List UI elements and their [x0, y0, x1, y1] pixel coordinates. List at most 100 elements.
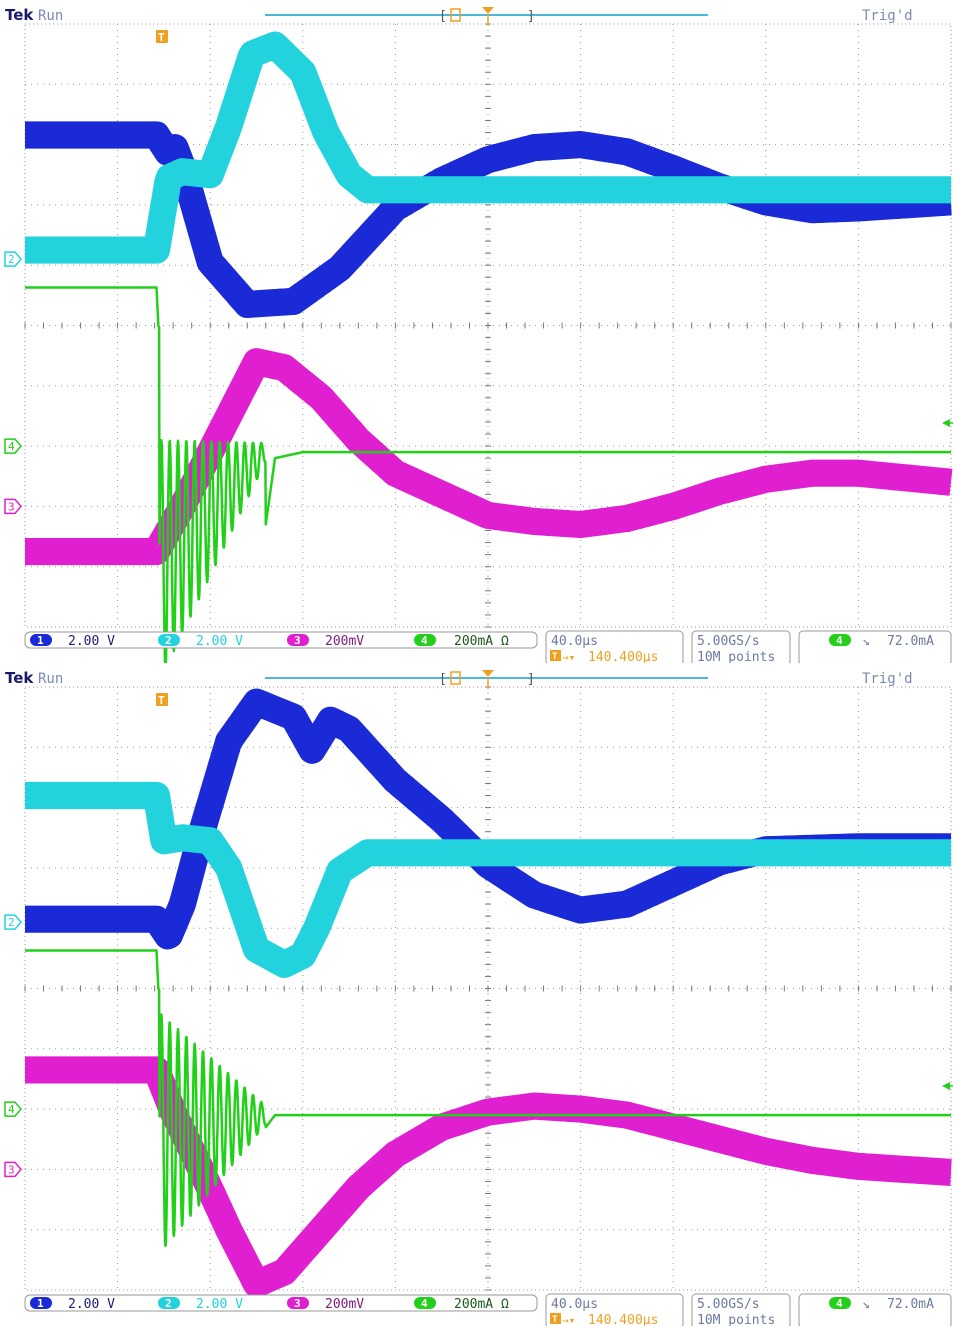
channel-number-2: 2	[165, 634, 172, 647]
trigger-t-marker	[156, 30, 168, 43]
waveform-ch2	[13, 31, 960, 264]
trigger-position-value: 140.400µs	[588, 1313, 658, 1326]
channel-badge-4	[414, 1297, 436, 1309]
record-window-marker	[450, 671, 461, 685]
record-bracket-right: ]	[527, 9, 535, 24]
trigger-pos-arrow: →▾	[562, 651, 575, 663]
trigger-position-marker	[482, 7, 494, 14]
offset-marker-shape	[4, 251, 22, 267]
trigger-pos-arrow: →▾	[562, 1314, 575, 1326]
offset-marker-label: 4	[8, 1103, 15, 1116]
channel-scale-1: 2.00 V	[68, 634, 115, 649]
scope-screen-bottom: Tek Run Trig'd [] T 2 3 4 1 2.00 V 2 2.00 V 3 200mV 4 2…	[0, 663, 960, 1326]
tek-brand: Tek	[5, 6, 34, 24]
channel-badge-1	[30, 1297, 52, 1309]
timebase-frame	[545, 630, 684, 663]
acquisition-frame	[691, 1293, 791, 1326]
trigger-slope-icon: ↘	[862, 1297, 870, 1312]
record-bracket-right: ]	[527, 672, 535, 687]
offset-marker-shape	[4, 914, 22, 930]
trigger-position-value: 140.400µs	[588, 650, 658, 663]
channel-scale-2: 2.00 V	[196, 634, 243, 649]
offset-marker-shape	[4, 438, 22, 454]
trigger-pos-icon-label: T	[552, 652, 558, 662]
channel-number-4: 4	[421, 1297, 428, 1310]
acquisition-frame	[691, 630, 791, 663]
channel-scale-4: 200mA Ω	[454, 634, 509, 649]
sample-rate: 5.00GS/s	[697, 634, 760, 649]
timebase-frame	[545, 1293, 684, 1326]
trigger-t-marker	[156, 693, 168, 706]
record-length: 10M points	[697, 1313, 775, 1326]
trigger-box: 4 ↘ 72.0mA	[798, 630, 952, 663]
channel-number-3: 3	[294, 1297, 301, 1310]
trigger-level-value: 72.0mA	[887, 1297, 934, 1312]
trigger-t-label: T	[158, 694, 165, 707]
tek-brand: Tek	[5, 669, 34, 687]
channel-badge-3	[287, 634, 309, 646]
channel-badge-2	[158, 1297, 180, 1309]
trigger-level-value: 72.0mA	[887, 634, 934, 649]
run-status: Run	[38, 671, 63, 687]
offset-marker-label: 3	[8, 1163, 15, 1176]
channel-scale-4: 200mA Ω	[454, 1297, 509, 1312]
waveform-ch2	[13, 781, 960, 978]
channel-number-3: 3	[294, 634, 301, 647]
trigger-status: Trig'd	[862, 8, 913, 24]
timebase-box: 40.0µs T →▾ 140.400µs	[545, 630, 684, 663]
waveform-ch4	[24, 949, 952, 1248]
trigger-position-marker	[482, 670, 494, 677]
offset-marker-label: 4	[8, 440, 15, 453]
record-window-marker	[450, 8, 461, 22]
trigger-pos-icon	[550, 1313, 561, 1324]
channel-status-bar: 1 2.00 V 2 2.00 V 3 200mV 4 200mA Ω	[24, 1294, 538, 1312]
trigger-channel-number: 4	[836, 1297, 843, 1310]
channel-badge-4	[414, 634, 436, 646]
channel-number-2: 2	[165, 1297, 172, 1310]
offset-marker-ch3: 3	[4, 498, 22, 515]
scope-svg-1: Tek Run Trig'd [] T 2 3 4 1 2.00 V 2 2.00 V 3 200mV 4 2…	[4, 669, 960, 1326]
channel-status-bar: 1 2.00 V 2 2.00 V 3 200mV 4 200mA Ω	[24, 631, 538, 649]
offset-marker-ch4: 4	[4, 1101, 22, 1117]
channel-scale-1: 2.00 V	[68, 1297, 115, 1312]
channel-number-4: 4	[421, 634, 428, 647]
offset-marker-shape	[4, 498, 22, 515]
waveform-ch4	[24, 286, 952, 663]
offset-marker-shape	[4, 1161, 22, 1178]
sample-rate: 5.00GS/s	[697, 1297, 760, 1312]
channel-number-1: 1	[37, 1297, 44, 1310]
record-bracket-left: [	[439, 9, 447, 24]
record-length: 10M points	[697, 650, 775, 663]
channel-scale-3: 200mV	[325, 634, 364, 649]
run-status: Run	[38, 8, 63, 24]
trigger-channel-number: 4	[836, 634, 843, 647]
offset-marker-label: 2	[8, 916, 15, 929]
channel-status-frame	[24, 1294, 538, 1312]
offset-marker-ch2: 2	[4, 914, 22, 930]
channel-badge-3	[287, 1297, 309, 1309]
timebase-box: 40.0µs T →▾ 140.400µs	[545, 1293, 684, 1326]
trigger-t-label: T	[158, 31, 165, 44]
trigger-pos-icon-label: T	[552, 1315, 558, 1325]
timebase-value: 40.0µs	[551, 634, 598, 649]
trigger-status: Trig'd	[862, 671, 913, 687]
trace-ch2	[13, 781, 960, 978]
trace-ch4	[24, 286, 952, 663]
trace-ch2	[13, 31, 960, 264]
offset-marker-ch2: 2	[4, 251, 22, 267]
trigger-slope-icon: ↘	[862, 634, 870, 649]
channel-scale-2: 2.00 V	[196, 1297, 243, 1312]
channel-number-1: 1	[37, 634, 44, 647]
offset-marker-ch4: 4	[4, 438, 22, 454]
offset-marker-label: 3	[8, 500, 15, 513]
channel-status-frame	[24, 631, 538, 649]
record-bracket-left: [	[439, 672, 447, 687]
offset-marker-label: 2	[8, 253, 15, 266]
trigger-pos-icon	[550, 650, 561, 661]
timebase-value: 40.0µs	[551, 1297, 598, 1312]
offset-marker-ch3: 3	[4, 1161, 22, 1178]
offset-marker-shape	[4, 1101, 22, 1117]
trace-ch4	[24, 949, 952, 1248]
